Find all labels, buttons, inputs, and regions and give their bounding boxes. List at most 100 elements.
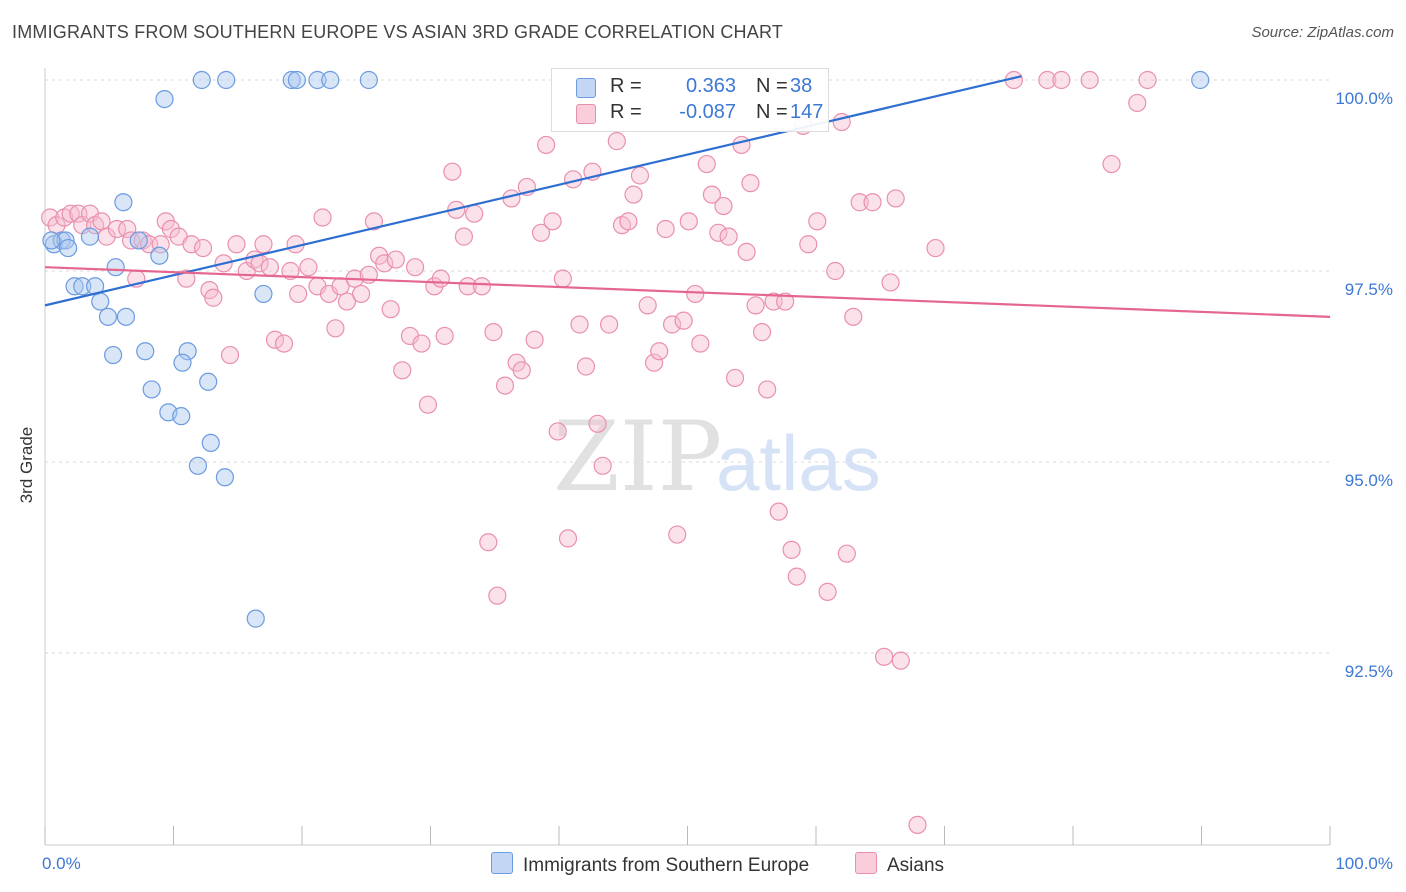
data-point-southern-europe xyxy=(104,345,123,365)
data-point-asians xyxy=(525,330,544,349)
data-point-asians xyxy=(326,319,345,338)
data-point-asians xyxy=(624,185,643,204)
data-point-asians xyxy=(1128,93,1147,113)
data-point-southern-europe xyxy=(178,342,197,361)
data-point-asians xyxy=(220,345,240,365)
data-point-asians xyxy=(313,208,332,227)
data-point-southern-europe xyxy=(114,193,133,212)
data-point-southern-europe xyxy=(98,307,118,326)
data-point-southern-europe xyxy=(52,231,71,250)
data-point-asians xyxy=(107,219,127,239)
data-point-southern-europe xyxy=(188,456,208,475)
data-point-southern-europe xyxy=(172,407,191,426)
data-point-asians xyxy=(570,315,589,334)
data-point-asians xyxy=(686,284,705,304)
data-point-asians xyxy=(553,269,572,288)
data-point-asians xyxy=(454,227,474,246)
data-point-southern-europe xyxy=(80,227,100,246)
data-point-asians xyxy=(405,258,425,277)
data-point-asians xyxy=(776,292,795,311)
data-point-asians xyxy=(484,323,503,342)
x-tick-label: 0.0% xyxy=(42,854,81,873)
series-asians xyxy=(41,70,1157,835)
data-point-asians xyxy=(782,540,801,559)
data-point-asians xyxy=(443,162,462,181)
data-point-asians xyxy=(725,368,745,388)
data-point-southern-europe xyxy=(1191,70,1210,90)
data-point-southern-europe xyxy=(173,353,192,372)
watermark-zip: ZIP xyxy=(553,401,722,513)
data-point-asians xyxy=(875,647,894,666)
data-point-asians xyxy=(386,250,405,269)
data-point-southern-europe xyxy=(287,70,306,90)
grid-layer xyxy=(45,79,1330,654)
chart-title: IMMIGRANTS FROM SOUTHERN EUROPE VS ASIAN… xyxy=(12,22,784,42)
data-point-asians xyxy=(732,135,751,155)
y-axis-label: 3rd Grade xyxy=(17,426,36,504)
legend-swatch-pink xyxy=(576,104,596,124)
data-point-asians xyxy=(850,193,869,212)
data-point-asians xyxy=(576,357,596,376)
data-point-asians xyxy=(808,212,827,231)
data-point-asians xyxy=(274,334,294,353)
data-point-asians xyxy=(737,242,756,261)
data-point-southern-europe xyxy=(59,238,78,258)
data-point-southern-europe xyxy=(254,284,273,304)
tick-labels: 100.0% 97.5% 95.0% 92.5% 0.0% 100.0% xyxy=(42,89,1393,873)
data-point-asians xyxy=(299,258,318,277)
legend-r-value: -0.087 xyxy=(679,101,736,123)
bottom-legend-label: Immigrants from Southern Europe xyxy=(523,855,810,876)
data-point-asians xyxy=(799,235,818,254)
watermark-atlas: atlas xyxy=(716,419,881,507)
data-point-asians xyxy=(465,204,484,223)
data-point-asians xyxy=(531,223,551,242)
data-point-asians xyxy=(588,414,607,433)
data-point-asians xyxy=(908,815,927,835)
data-point-asians xyxy=(886,189,905,208)
data-point-asians xyxy=(674,311,693,330)
data-point-asians xyxy=(702,185,722,204)
source-label: Source: ZipAtlas.com xyxy=(1251,24,1394,41)
legend-swatch-blue xyxy=(576,78,596,98)
data-point-asians xyxy=(1080,70,1099,90)
data-point-asians xyxy=(418,395,438,414)
bottom-legend-southern-europe: Immigrants from Southern Europe xyxy=(491,852,809,877)
data-point-southern-europe xyxy=(215,468,234,487)
bottom-legend-asians: Asians xyxy=(855,852,944,877)
data-point-asians xyxy=(1052,70,1071,90)
data-point-asians xyxy=(662,315,682,334)
data-point-southern-europe xyxy=(308,70,327,90)
data-point-southern-europe xyxy=(65,277,84,296)
data-point-southern-europe xyxy=(155,89,174,109)
data-point-asians xyxy=(844,307,863,326)
trend-lines xyxy=(44,75,1331,318)
data-point-asians xyxy=(1038,70,1057,90)
data-point-asians xyxy=(41,208,60,227)
data-point-asians xyxy=(746,296,765,315)
data-point-asians xyxy=(863,193,882,212)
data-point-southern-europe xyxy=(129,231,148,250)
data-point-asians xyxy=(656,219,675,239)
data-point-asians xyxy=(161,219,181,239)
data-point-asians xyxy=(512,361,531,380)
legend-r-label: R = xyxy=(610,75,642,97)
x-tick-label: 100.0% xyxy=(1335,854,1393,873)
data-point-asians xyxy=(381,300,400,319)
data-point-asians xyxy=(488,586,507,605)
data-point-asians xyxy=(193,238,213,258)
data-point-asians xyxy=(364,212,384,231)
data-point-asians xyxy=(691,334,710,353)
data-point-asians xyxy=(352,284,371,304)
data-point-asians xyxy=(769,502,788,521)
series-southern-europe xyxy=(42,70,1210,628)
data-point-asians xyxy=(741,174,760,193)
data-point-asians xyxy=(375,254,394,273)
data-point-asians xyxy=(679,212,698,231)
data-point-asians xyxy=(826,261,845,281)
data-point-asians xyxy=(709,223,728,242)
bottom-legend-swatch-pink xyxy=(855,852,877,874)
data-point-asians xyxy=(650,342,669,361)
data-point-asians xyxy=(668,525,687,544)
data-point-asians xyxy=(458,277,477,296)
